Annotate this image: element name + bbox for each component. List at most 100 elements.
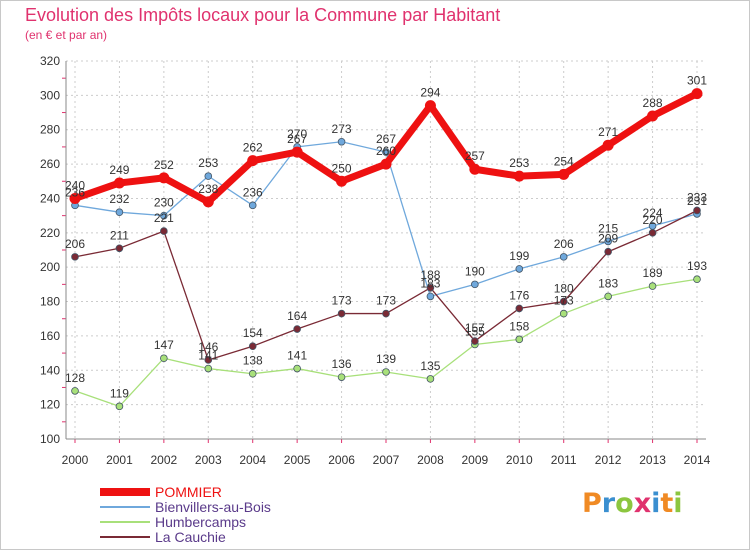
data-label: 232: [109, 192, 129, 206]
data-label: 183: [420, 276, 440, 290]
data-point: [647, 110, 659, 122]
data-point: [248, 369, 257, 378]
data-point: [513, 170, 525, 182]
data-point: [382, 309, 390, 318]
y-tick-label: 200: [40, 260, 60, 274]
data-point: [648, 282, 657, 290]
legend: POMMIERBienvillers-au-BoisHumbercampsLa …: [100, 484, 271, 545]
data-point: [115, 402, 124, 411]
logo-letter: o: [615, 488, 634, 519]
data-label: 250: [332, 161, 352, 175]
data-label: 267: [376, 132, 396, 146]
data-point: [515, 335, 524, 344]
data-point: [515, 304, 524, 313]
axes: 100 120 140 160 180 200 220 240 260 280 300 320 2000…: [40, 54, 711, 467]
data-point: [160, 354, 168, 363]
data-label: 253: [198, 156, 218, 170]
data-label: 231: [687, 194, 707, 208]
data-label: 253: [509, 156, 529, 170]
x-tick-label: 2011: [551, 453, 577, 467]
data-point: [604, 292, 612, 301]
series-lines: [69, 88, 703, 411]
data-label: 270: [287, 127, 307, 141]
y-tick-label: 140: [40, 363, 60, 377]
data-point: [337, 137, 346, 146]
data-label: 206: [65, 237, 85, 251]
x-tick-label: 2004: [239, 453, 266, 467]
y-tick-label: 280: [40, 123, 60, 137]
data-point: [648, 229, 657, 237]
data-point: [115, 244, 124, 253]
data-point: [426, 283, 435, 292]
data-point: [204, 364, 213, 373]
data-point: [471, 337, 479, 345]
data-label: 147: [154, 338, 174, 352]
data-point: [202, 196, 214, 208]
data-point: [382, 368, 390, 376]
data-label: 249: [109, 163, 129, 177]
data-label: 176: [509, 288, 529, 302]
data-point: [160, 211, 168, 220]
x-tick-label: 2012: [595, 453, 622, 467]
x-tick-label: 2001: [106, 453, 133, 467]
data-point: [559, 309, 568, 318]
data-label: 206: [554, 237, 574, 251]
data-label: 154: [243, 326, 263, 340]
y-tick-label: 300: [40, 88, 60, 102]
data-label: 267: [287, 132, 307, 146]
data-point: [426, 292, 435, 301]
data-point: [471, 280, 479, 289]
data-label: 164: [287, 309, 307, 323]
chart-subtitle: (en € et par an): [25, 28, 108, 42]
data-point: [71, 387, 79, 395]
data-label: 220: [643, 213, 663, 227]
data-label: 128: [65, 371, 85, 385]
data-point: [380, 158, 392, 170]
data-label: 221: [154, 211, 174, 225]
data-point: [693, 275, 701, 284]
y-tick-label: 120: [40, 398, 60, 412]
data-point: [160, 227, 168, 235]
data-label: 135: [420, 359, 440, 373]
data-label: 230: [154, 196, 174, 210]
y-tick-label: 100: [40, 432, 60, 446]
data-label: 288: [643, 96, 663, 110]
data-label: 233: [687, 190, 707, 204]
x-tick-label: 2007: [373, 453, 400, 467]
y-tick-label: 220: [40, 226, 60, 240]
data-point: [558, 168, 570, 180]
legend-label: La Cauchie: [155, 529, 226, 545]
y-tick-label: 160: [40, 329, 60, 343]
data-point: [424, 100, 436, 112]
data-label: 254: [554, 154, 574, 168]
x-tick-label: 2006: [328, 453, 355, 467]
data-label: 224: [643, 206, 663, 220]
data-label: 193: [687, 259, 707, 273]
data-point: [426, 375, 435, 383]
data-point: [559, 297, 568, 306]
data-label: 141: [198, 349, 218, 363]
data-label: 199: [509, 249, 529, 263]
data-point: [604, 247, 612, 256]
data-point: [515, 265, 524, 273]
data-point: [693, 206, 701, 215]
x-tick-label: 2014: [684, 453, 711, 467]
data-label: 183: [598, 276, 618, 290]
data-label: 146: [198, 340, 218, 354]
data-label: 240: [65, 178, 85, 192]
data-point: [115, 208, 124, 217]
data-label: 294: [420, 86, 440, 100]
y-tick-label: 320: [40, 54, 60, 68]
data-point: [293, 325, 301, 333]
data-label: 215: [598, 221, 618, 235]
data-point: [113, 177, 125, 189]
y-tick-label: 240: [40, 191, 60, 205]
logo-letter: t: [660, 488, 674, 519]
data-point: [337, 309, 346, 318]
logo-letter: x: [633, 488, 652, 519]
data-point: [559, 253, 568, 261]
data-point: [204, 356, 213, 364]
data-point: [469, 163, 481, 175]
data-point: [248, 342, 257, 351]
